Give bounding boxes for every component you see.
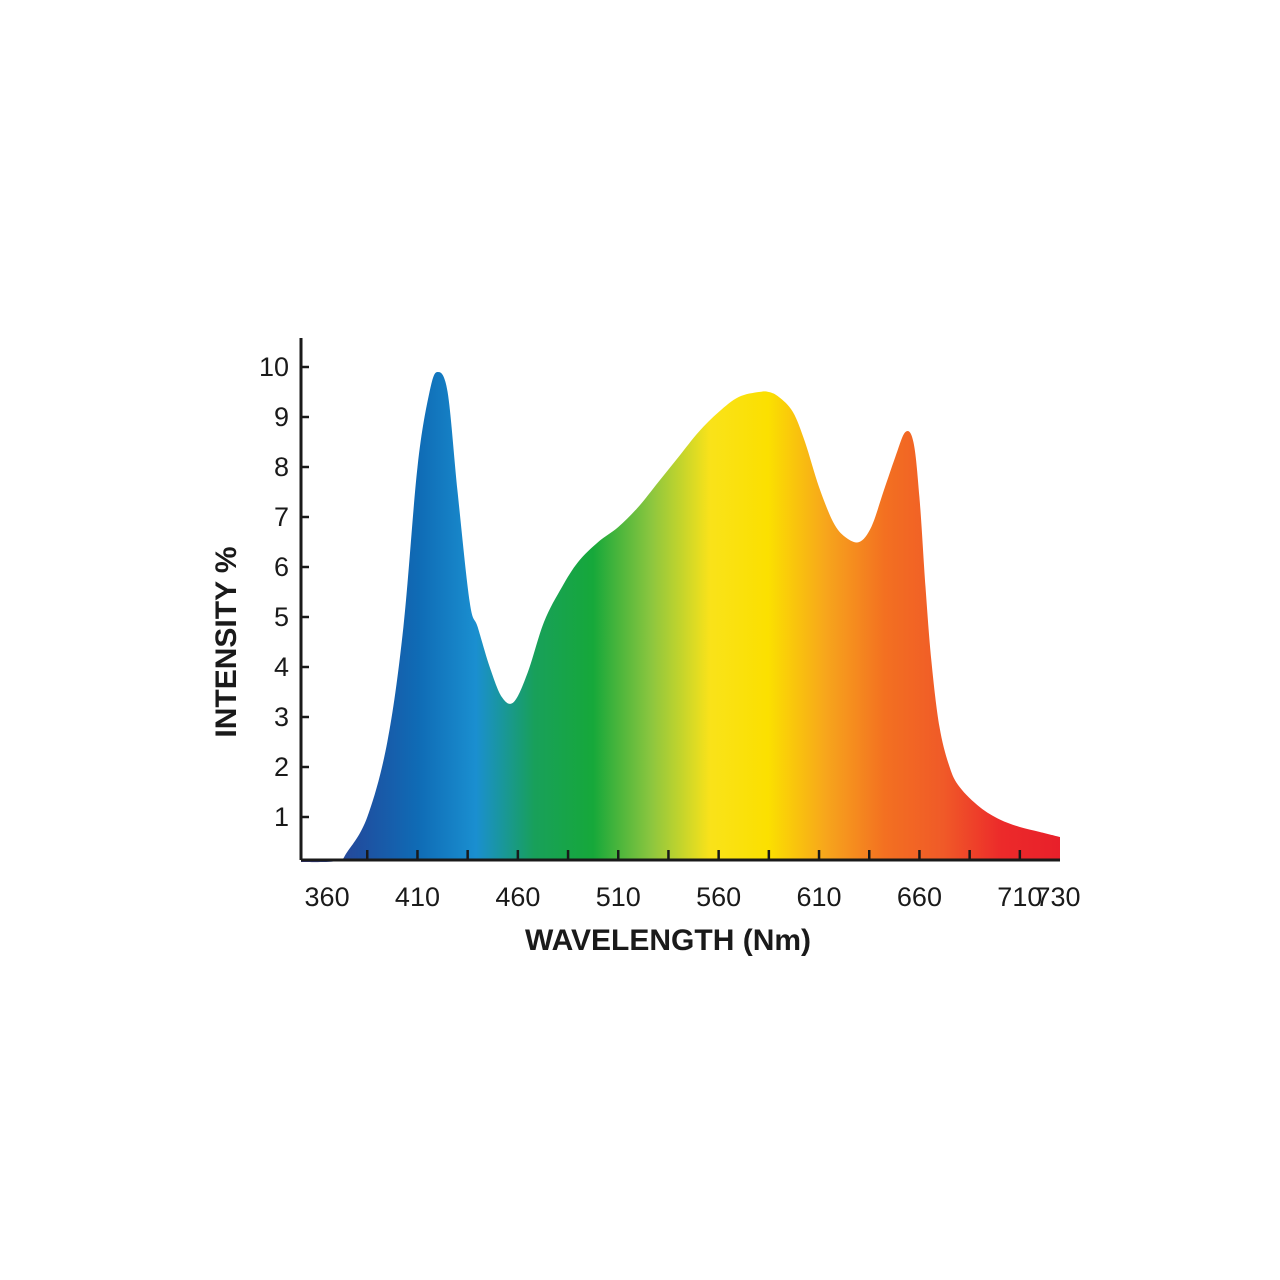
x-tick-label: 660 xyxy=(897,882,942,912)
axes xyxy=(299,338,1060,862)
x-tick-label: 460 xyxy=(495,882,540,912)
x-axis-title: WAVELENGTH (Nm) xyxy=(525,924,811,957)
x-tick-label: 730 xyxy=(1035,882,1080,912)
x-tick-label: 560 xyxy=(696,882,741,912)
y-tick-label: 5 xyxy=(274,602,289,632)
x-tick-label: 510 xyxy=(596,882,641,912)
spectrum-area xyxy=(301,372,1060,863)
x-tick-label: 610 xyxy=(797,882,842,912)
y-tick-label: 2 xyxy=(274,752,289,782)
plot-area xyxy=(301,372,1060,863)
y-tick-label: 7 xyxy=(274,502,289,532)
y-tick-label: 4 xyxy=(274,652,289,682)
y-tick-label: 3 xyxy=(274,702,289,732)
y-tick-label: 8 xyxy=(274,452,289,482)
y-tick-label: 9 xyxy=(274,402,289,432)
y-tick-label: 1 xyxy=(274,802,289,832)
x-tick-label: 710 xyxy=(997,882,1042,912)
y-tick-label: 10 xyxy=(259,352,289,382)
y-axis-title: INTENSITY % xyxy=(210,546,243,737)
y-tick-label: 6 xyxy=(274,552,289,582)
x-tick-label: 360 xyxy=(305,882,350,912)
x-tick-label: 410 xyxy=(395,882,440,912)
